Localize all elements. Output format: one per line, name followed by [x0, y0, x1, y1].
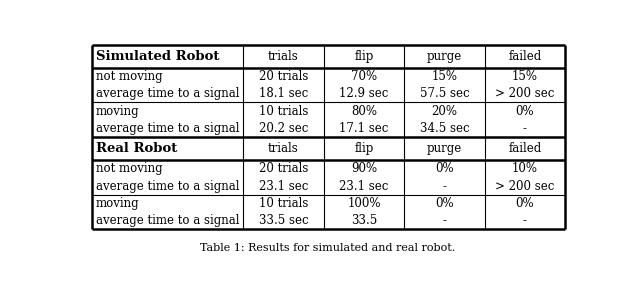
Text: average time to a signal: average time to a signal	[96, 214, 239, 227]
Text: average time to a signal: average time to a signal	[96, 87, 239, 100]
Text: 23.1 sec: 23.1 sec	[259, 180, 308, 193]
Text: 34.5 sec: 34.5 sec	[420, 122, 469, 135]
Text: purge: purge	[427, 142, 462, 155]
Text: 100%: 100%	[347, 197, 381, 210]
Text: moving: moving	[96, 197, 140, 210]
Text: trials: trials	[268, 142, 299, 155]
Text: 33.5: 33.5	[351, 214, 377, 227]
Text: 90%: 90%	[351, 162, 377, 175]
Text: 33.5 sec: 33.5 sec	[259, 214, 308, 227]
Text: purge: purge	[427, 50, 462, 63]
Text: -: -	[523, 214, 527, 227]
Text: -: -	[442, 180, 447, 193]
Text: 0%: 0%	[435, 197, 454, 210]
Text: 23.1 sec: 23.1 sec	[339, 180, 388, 193]
Text: Simulated Robot: Simulated Robot	[96, 50, 220, 63]
Text: 10 trials: 10 trials	[259, 105, 308, 118]
Text: flip: flip	[355, 50, 374, 63]
Text: moving: moving	[96, 105, 140, 118]
Text: not moving: not moving	[96, 162, 163, 175]
Text: 10%: 10%	[512, 162, 538, 175]
Text: 20%: 20%	[431, 105, 458, 118]
Text: > 200 sec: > 200 sec	[495, 180, 554, 193]
Text: Real Robot: Real Robot	[96, 142, 177, 155]
Text: 15%: 15%	[431, 70, 458, 83]
Text: average time to a signal: average time to a signal	[96, 122, 239, 135]
Text: failed: failed	[508, 142, 541, 155]
Text: > 200 sec: > 200 sec	[495, 87, 554, 100]
Text: -: -	[442, 214, 447, 227]
Text: 17.1 sec: 17.1 sec	[339, 122, 388, 135]
Text: 0%: 0%	[516, 197, 534, 210]
Text: 20 trials: 20 trials	[259, 162, 308, 175]
Text: average time to a signal: average time to a signal	[96, 180, 239, 193]
Text: 0%: 0%	[435, 162, 454, 175]
Text: 20 trials: 20 trials	[259, 70, 308, 83]
Text: -: -	[523, 122, 527, 135]
Text: 12.9 sec: 12.9 sec	[339, 87, 388, 100]
Text: 70%: 70%	[351, 70, 377, 83]
Text: 20.2 sec: 20.2 sec	[259, 122, 308, 135]
Text: flip: flip	[355, 142, 374, 155]
Text: trials: trials	[268, 50, 299, 63]
Text: 57.5 sec: 57.5 sec	[420, 87, 469, 100]
Text: 10 trials: 10 trials	[259, 197, 308, 210]
Text: 15%: 15%	[512, 70, 538, 83]
Text: 80%: 80%	[351, 105, 377, 118]
Text: 18.1 sec: 18.1 sec	[259, 87, 308, 100]
Text: Table 1: Results for simulated and real robot.: Table 1: Results for simulated and real …	[200, 243, 456, 253]
Text: failed: failed	[508, 50, 541, 63]
Text: not moving: not moving	[96, 70, 163, 83]
Text: 0%: 0%	[516, 105, 534, 118]
